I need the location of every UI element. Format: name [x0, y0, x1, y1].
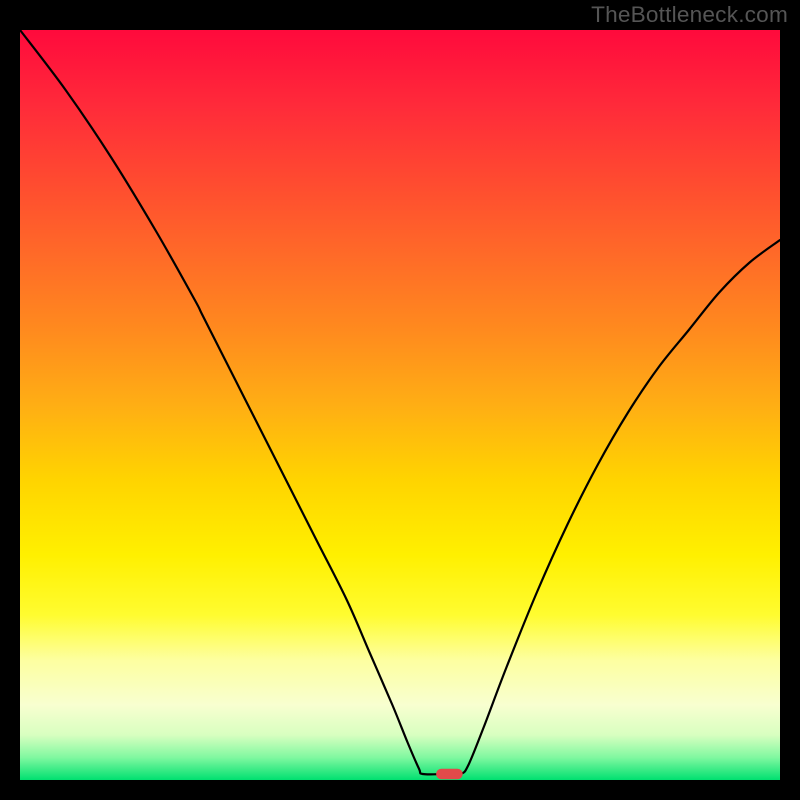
optimum-marker	[20, 30, 780, 780]
chart-frame: TheBottleneck.com	[0, 0, 800, 800]
watermark-text: TheBottleneck.com	[591, 2, 788, 28]
plot-area	[20, 30, 780, 780]
